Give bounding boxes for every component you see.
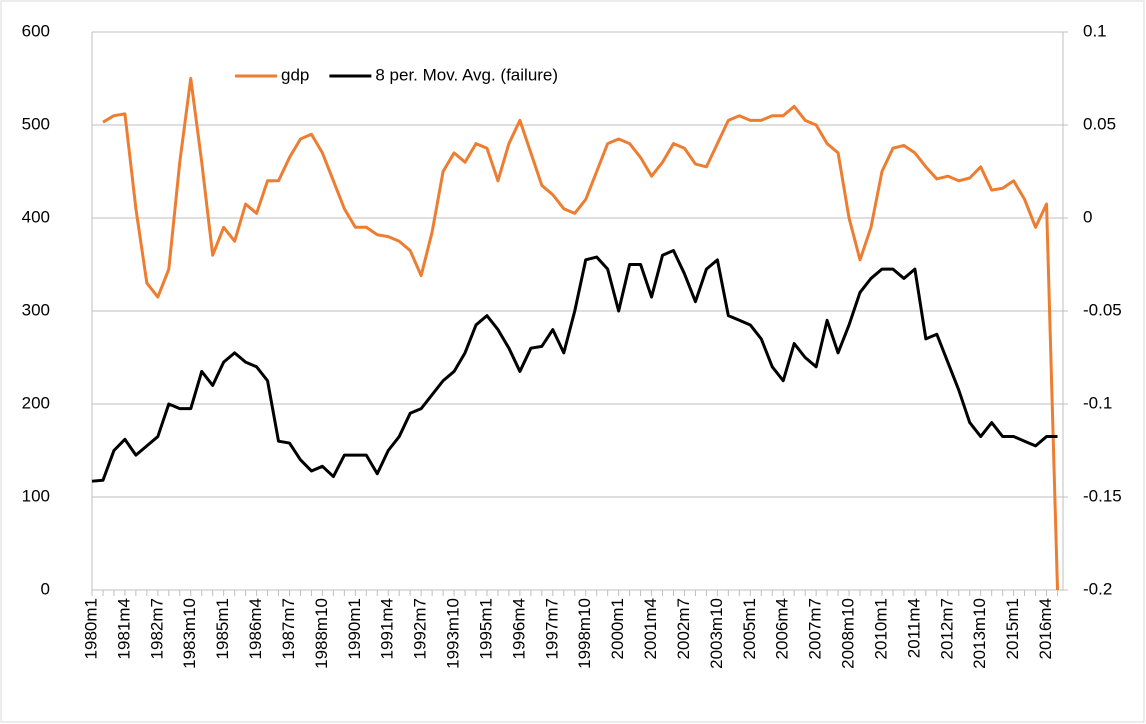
x-tick-label: 2015m1	[1003, 598, 1022, 659]
x-tick-label: 1986m4	[246, 598, 265, 659]
x-tick-label: 2000m1	[608, 598, 627, 659]
x-tick-label: 1985m1	[213, 598, 232, 659]
x-tick-label: 1982m7	[147, 598, 166, 659]
y2-tick-label: 0.05	[1083, 114, 1116, 133]
x-tick-label: 1983m10	[180, 598, 199, 669]
y-tick-label: 400	[22, 207, 50, 226]
x-tick-label: 2005m1	[740, 598, 759, 659]
y2-tick-label: 0	[1083, 207, 1092, 226]
x-tick-label: 1998m10	[575, 598, 594, 669]
x-tick-label: 2007m7	[806, 598, 825, 659]
x-tick-label: 1988m10	[312, 598, 331, 669]
x-tick-label: 2011m4	[904, 598, 923, 658]
y-tick-label: 0	[41, 579, 50, 598]
x-tick-label: 1981m4	[114, 598, 133, 659]
x-tick-label: 2010m1	[871, 598, 890, 659]
y-tick-label: 500	[22, 114, 50, 133]
y2-tick-label: -0.1	[1083, 393, 1112, 412]
y2-tick-label: -0.05	[1083, 300, 1122, 319]
y-tick-label: 200	[22, 393, 50, 412]
x-tick-label: 2002m7	[674, 598, 693, 659]
y2-tick-label: -0.15	[1083, 486, 1122, 505]
x-tick-label: 2012m7	[937, 598, 956, 659]
y-tick-label: 100	[22, 486, 50, 505]
x-tick-label: 1997m7	[542, 598, 561, 659]
series-line	[102, 77, 1060, 591]
x-tick-label: 2001m4	[641, 598, 660, 659]
y-tick-label: 300	[22, 300, 50, 319]
x-tick-label: 1980m1	[81, 598, 100, 659]
x-tick-label: 1991m4	[378, 598, 397, 659]
x-tick-label: 1990m1	[345, 598, 364, 659]
x-tick-label: 2006m4	[773, 598, 792, 659]
y-tick-label: 600	[22, 21, 50, 40]
legend-label: 8 per. Mov. Avg. (failure)	[375, 65, 558, 84]
x-tick-label: 1995m1	[476, 598, 495, 659]
x-tick-label: 1992m7	[411, 598, 430, 659]
y2-tick-label: 0.1	[1083, 21, 1107, 40]
legend-label: gdp	[281, 65, 309, 84]
x-tick-label: 2013m10	[970, 598, 989, 669]
x-tick-label: 2008m10	[839, 598, 858, 669]
series-line	[91, 249, 1058, 483]
y2-tick-label: -0.2	[1083, 579, 1112, 598]
x-tick-label: 1996m4	[509, 598, 528, 659]
x-tick-label: 1987m7	[279, 598, 298, 659]
x-tick-label: 1993m10	[444, 598, 463, 669]
x-tick-label: 2003m10	[707, 598, 726, 669]
x-tick-label: 2016m4	[1036, 598, 1055, 659]
